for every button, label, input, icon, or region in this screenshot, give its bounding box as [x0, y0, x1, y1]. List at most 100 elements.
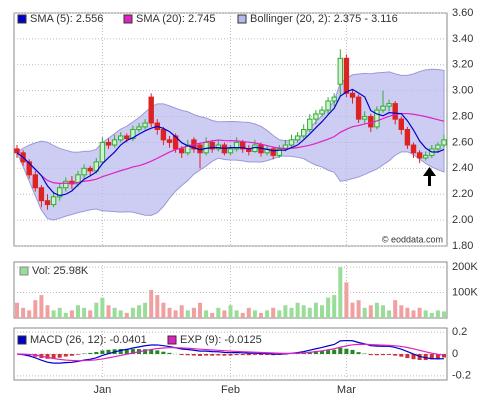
volume-bar — [173, 310, 178, 318]
volume-bar — [228, 305, 233, 318]
macd-histogram-bar — [393, 354, 398, 356]
volume-bar — [344, 282, 349, 318]
legend-label: SMA (5): 2.556 — [30, 13, 103, 25]
legend-label: SMA (20): 2.745 — [136, 13, 216, 25]
candle-body — [270, 148, 276, 156]
sma-5-line — [16, 88, 445, 197]
y-tick-label: 2.20 — [452, 188, 473, 200]
candle-body — [111, 139, 118, 146]
candle-body — [105, 141, 112, 146]
candle-body — [130, 129, 136, 140]
volume-bar — [265, 310, 270, 318]
candle-body — [423, 154, 429, 159]
y-tick-label: 2.00 — [452, 214, 473, 226]
macd-histogram-bar — [356, 352, 361, 354]
macd-histogram-bar — [143, 349, 148, 354]
y-tick-label: 3.40 — [452, 33, 473, 45]
volume-bar — [271, 307, 276, 318]
volume-bar — [130, 307, 135, 318]
candle-body — [337, 57, 344, 85]
volume-bar — [94, 302, 99, 318]
volume-bar — [124, 312, 129, 318]
candle-body — [301, 129, 307, 137]
volume-bar — [51, 310, 56, 318]
candle-body — [343, 57, 350, 94]
legend-label: EXP (9): -0.0125 — [180, 334, 262, 346]
macd-histogram-bar — [423, 354, 428, 361]
volume-bar — [15, 302, 19, 318]
candle-body — [319, 109, 325, 115]
macd-histogram-bar — [161, 351, 166, 354]
volume-bar — [259, 312, 263, 318]
watermark: © eoddata.com — [382, 234, 443, 244]
candle-body — [276, 148, 283, 156]
y-tick-label: 100K — [452, 286, 478, 298]
volume-bar — [387, 310, 392, 318]
candle-body — [313, 113, 319, 120]
volume-bar — [435, 310, 440, 318]
legend-label: Bollinger (20, 2): 2.375 - 3.116 — [250, 13, 398, 25]
volume-bar — [405, 307, 410, 318]
volume-bar — [210, 312, 215, 318]
volume-bar — [313, 302, 318, 318]
volume-bar — [57, 307, 62, 318]
legend-swatch — [17, 335, 27, 345]
candle-body — [179, 148, 185, 154]
macd-histogram-bar — [411, 354, 416, 360]
volume-bar — [161, 302, 166, 318]
macd-histogram-bar — [387, 354, 392, 355]
candle-body — [166, 139, 173, 143]
y-tick-label: 2.40 — [452, 162, 473, 174]
candle-body — [136, 126, 142, 130]
macd-histogram-bar — [240, 354, 245, 356]
volume-bar — [204, 310, 209, 318]
y-tick-label: 0.2 — [452, 326, 467, 338]
macd-histogram-bar — [228, 354, 233, 356]
candle-body — [63, 180, 69, 189]
macd-histogram-bar — [435, 354, 440, 359]
candle-body — [44, 200, 51, 206]
macd-histogram-bar — [179, 354, 184, 356]
candle-body — [215, 144, 222, 150]
volume-bar — [338, 267, 343, 318]
volume-bar — [320, 305, 324, 318]
volume-bar — [39, 295, 44, 318]
y-tick-label: 3.00 — [452, 85, 473, 97]
y-tick-label: 3.60 — [452, 7, 473, 19]
macd-histogram-bar — [106, 349, 111, 354]
volume-bar — [374, 302, 379, 318]
volume-bar — [106, 305, 111, 318]
candle-body — [325, 100, 331, 111]
volume-bar — [393, 300, 398, 318]
candle-body — [362, 116, 368, 120]
volume-bar — [240, 312, 245, 318]
volume-bar — [252, 310, 257, 318]
y-tick-label: 200K — [452, 261, 478, 273]
volume-bar — [368, 305, 373, 318]
macd-histogram-bar — [417, 354, 422, 360]
x-tick-label: Mar — [337, 384, 356, 396]
legend-swatch — [123, 14, 133, 24]
volume-bar — [301, 305, 306, 318]
candle-body — [307, 118, 313, 131]
macd-histogram-bar — [185, 354, 190, 356]
volume-bar — [417, 307, 422, 318]
candle-body — [398, 118, 405, 131]
volume-bar — [149, 290, 154, 318]
volume-bar — [332, 295, 337, 318]
volume-bar — [356, 300, 361, 318]
volume-bar — [295, 302, 300, 318]
volume-bar — [155, 295, 160, 318]
legend-swatch — [19, 266, 29, 276]
candle-body — [374, 109, 380, 128]
candle-body — [14, 148, 20, 154]
volume-bar — [350, 302, 355, 318]
volume-bar — [234, 310, 239, 318]
y-tick-label: 2.80 — [452, 110, 473, 122]
candle-body — [380, 105, 386, 111]
candle-body — [209, 141, 215, 150]
y-tick-label: 0 — [452, 348, 458, 360]
volume-bar — [27, 310, 32, 318]
